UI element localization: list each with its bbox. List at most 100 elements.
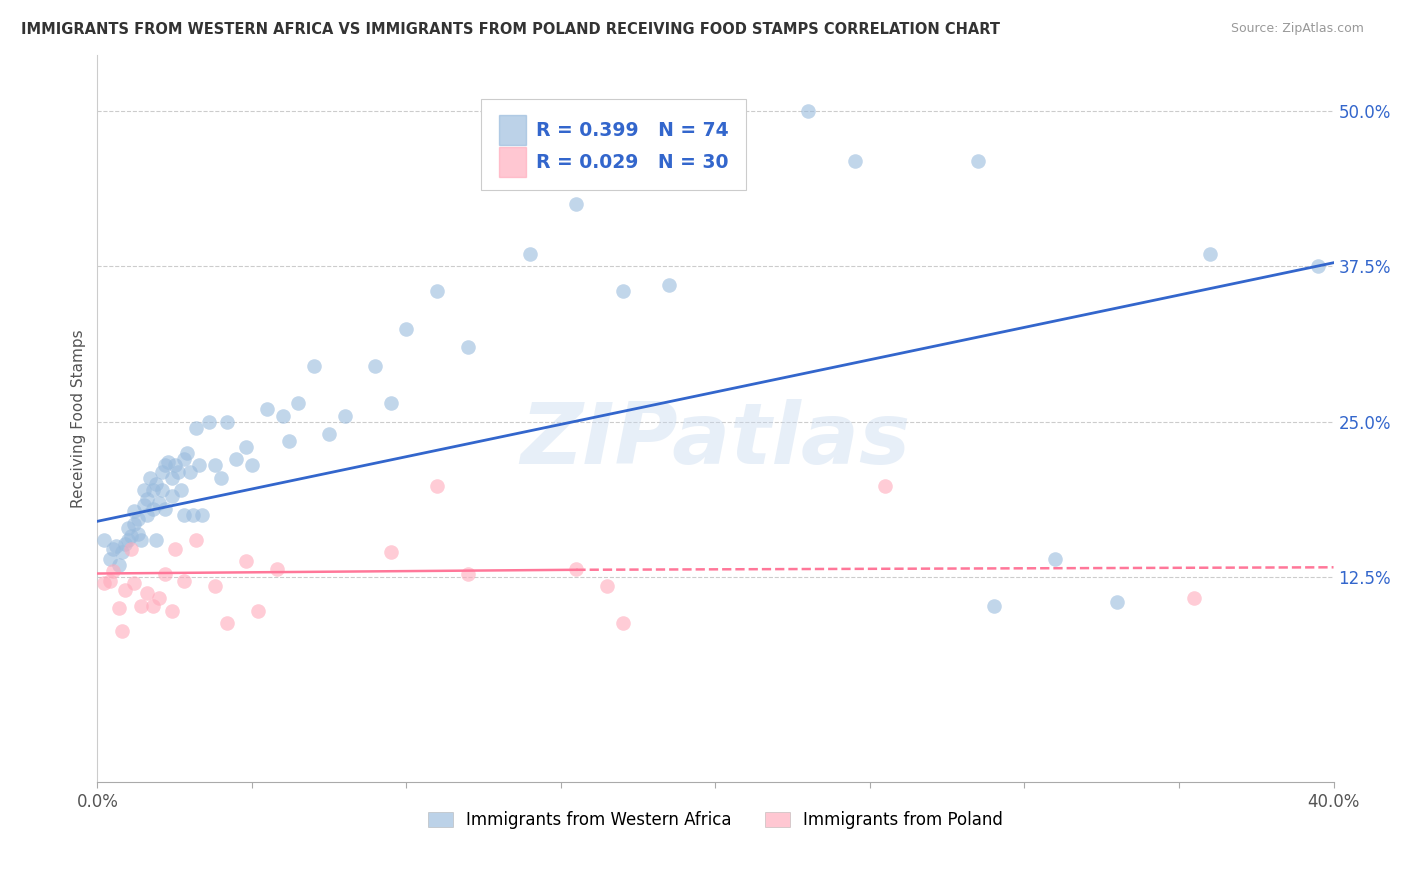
- Point: [380, 545, 402, 559]
- Point: [108, 601, 131, 615]
- Point: [120, 541, 142, 556]
- Text: Source: ZipAtlas.com: Source: ZipAtlas.com: [1230, 22, 1364, 36]
- Point: [93, 533, 115, 547]
- Point: [135, 491, 157, 506]
- Point: [797, 104, 820, 119]
- Point: [135, 586, 157, 600]
- Point: [93, 576, 115, 591]
- Point: [150, 483, 173, 498]
- Point: [197, 415, 219, 429]
- Point: [129, 533, 152, 547]
- Point: [173, 574, 195, 588]
- Point: [124, 504, 146, 518]
- Point: [1045, 551, 1067, 566]
- Point: [157, 455, 180, 469]
- Point: [247, 604, 270, 618]
- Text: R = 0.399   N = 74: R = 0.399 N = 74: [536, 120, 728, 139]
- Point: [170, 483, 193, 498]
- Point: [101, 541, 124, 556]
- Point: [225, 452, 247, 467]
- Point: [101, 564, 124, 578]
- Point: [114, 537, 136, 551]
- Point: [155, 458, 177, 473]
- Point: [1184, 591, 1206, 606]
- Point: [127, 512, 149, 526]
- Legend: Immigrants from Western Africa, Immigrants from Poland: Immigrants from Western Africa, Immigran…: [420, 805, 1010, 836]
- Point: [176, 446, 198, 460]
- Point: [1107, 595, 1129, 609]
- Point: [519, 247, 541, 261]
- Point: [287, 396, 309, 410]
- Point: [364, 359, 387, 373]
- Point: [148, 591, 170, 606]
- Point: [1306, 260, 1329, 274]
- Point: [266, 561, 288, 575]
- Point: [217, 415, 239, 429]
- Point: [844, 153, 866, 168]
- Y-axis label: Receiving Food Stamps: Receiving Food Stamps: [72, 329, 86, 508]
- Point: [565, 197, 588, 211]
- Point: [380, 396, 402, 410]
- Point: [395, 321, 418, 335]
- FancyBboxPatch shape: [481, 99, 747, 190]
- Point: [160, 490, 183, 504]
- Point: [191, 508, 214, 522]
- Point: [132, 498, 155, 512]
- Point: [114, 582, 136, 597]
- Point: [111, 624, 134, 638]
- Text: ZIPatlas: ZIPatlas: [520, 399, 911, 482]
- Point: [98, 551, 121, 566]
- Point: [188, 458, 211, 473]
- Point: [132, 483, 155, 498]
- Point: [160, 471, 183, 485]
- Point: [117, 520, 139, 534]
- Point: [98, 574, 121, 588]
- Point: [173, 508, 195, 522]
- Point: [145, 533, 167, 547]
- Point: [104, 539, 127, 553]
- Point: [142, 501, 165, 516]
- Bar: [499, 147, 526, 178]
- Point: [166, 465, 188, 479]
- Point: [186, 533, 208, 547]
- Point: [129, 599, 152, 613]
- Point: [179, 465, 201, 479]
- Point: [124, 576, 146, 591]
- Point: [181, 508, 204, 522]
- Point: [612, 285, 634, 299]
- Point: [426, 479, 449, 493]
- Text: IMMIGRANTS FROM WESTERN AFRICA VS IMMIGRANTS FROM POLAND RECEIVING FOOD STAMPS C: IMMIGRANTS FROM WESTERN AFRICA VS IMMIGR…: [21, 22, 1000, 37]
- Point: [565, 561, 588, 575]
- Point: [139, 471, 162, 485]
- Point: [135, 508, 157, 522]
- Point: [318, 427, 340, 442]
- Point: [457, 340, 479, 354]
- Point: [127, 526, 149, 541]
- Point: [333, 409, 356, 423]
- Point: [457, 566, 479, 581]
- Point: [271, 409, 294, 423]
- Point: [155, 566, 177, 581]
- Point: [148, 496, 170, 510]
- Point: [612, 616, 634, 631]
- Point: [204, 579, 226, 593]
- Point: [278, 434, 301, 448]
- Point: [204, 458, 226, 473]
- Point: [256, 402, 278, 417]
- Point: [142, 483, 165, 498]
- Point: [235, 554, 257, 568]
- Point: [173, 452, 195, 467]
- Point: [145, 477, 167, 491]
- Point: [967, 153, 990, 168]
- Point: [108, 558, 131, 572]
- Point: [124, 516, 146, 531]
- Point: [426, 285, 449, 299]
- Point: [160, 604, 183, 618]
- Point: [150, 465, 173, 479]
- Point: [1199, 247, 1222, 261]
- Point: [217, 616, 239, 631]
- Point: [596, 579, 619, 593]
- Point: [117, 533, 139, 547]
- Point: [120, 529, 142, 543]
- Bar: [499, 115, 526, 145]
